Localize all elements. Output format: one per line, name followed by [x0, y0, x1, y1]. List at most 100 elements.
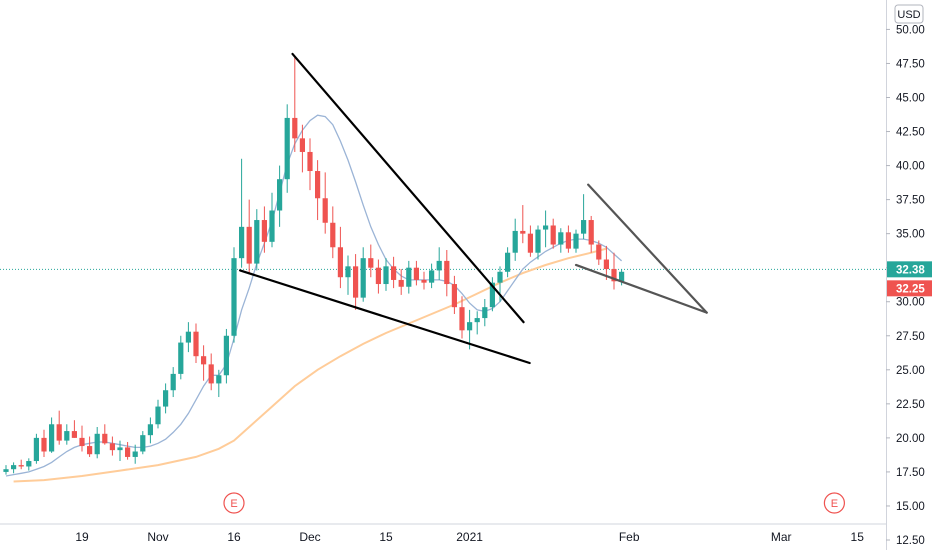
candle[interactable] [109, 436, 115, 456]
candle[interactable] [178, 335, 184, 380]
candle[interactable] [33, 433, 39, 464]
candle[interactable] [398, 269, 404, 295]
candle[interactable] [444, 249, 450, 297]
candle[interactable] [94, 426, 100, 459]
candle[interactable] [421, 271, 427, 290]
candle[interactable] [543, 210, 549, 248]
candle[interactable] [588, 215, 594, 253]
candle[interactable] [18, 459, 24, 470]
candle[interactable] [360, 247, 366, 302]
candle[interactable] [330, 206, 336, 259]
candle[interactable] [611, 252, 617, 290]
candle[interactable] [239, 158, 245, 268]
candle[interactable] [512, 218, 518, 261]
trendline[interactable] [291, 52, 525, 324]
candle-body [56, 424, 62, 441]
candle[interactable] [56, 410, 62, 445]
candle[interactable] [292, 56, 298, 152]
candle-body [79, 437, 85, 447]
candle[interactable] [322, 172, 328, 234]
candle[interactable] [451, 275, 457, 314]
candle-body [565, 232, 571, 249]
earnings-marker-label: E [831, 498, 838, 510]
candle[interactable] [11, 462, 17, 474]
candle[interactable] [71, 420, 77, 438]
candle[interactable] [573, 229, 579, 253]
candle-body [170, 373, 176, 391]
candle[interactable] [315, 160, 321, 221]
candle[interactable] [565, 225, 571, 253]
earnings-marker[interactable]: E [823, 492, 846, 514]
trendline[interactable] [587, 183, 708, 314]
candle[interactable] [353, 254, 359, 310]
candle[interactable] [299, 124, 305, 173]
candle[interactable] [581, 194, 587, 240]
candle[interactable] [375, 259, 381, 294]
candle[interactable] [170, 367, 176, 398]
candle[interactable] [208, 353, 214, 391]
candle-body [353, 266, 359, 298]
candle[interactable] [155, 399, 161, 429]
candle[interactable] [261, 206, 267, 253]
candle[interactable] [489, 277, 495, 312]
candle[interactable] [49, 417, 55, 453]
candle[interactable] [429, 263, 435, 289]
candle[interactable] [269, 192, 275, 248]
candle[interactable] [41, 429, 47, 457]
candle[interactable] [117, 440, 123, 462]
candle[interactable] [550, 218, 556, 249]
candle[interactable] [337, 226, 343, 289]
candle[interactable] [246, 199, 252, 275]
candle[interactable] [147, 417, 153, 444]
candle[interactable] [505, 247, 511, 278]
candle-body [261, 220, 267, 242]
candle[interactable] [185, 322, 191, 353]
candle[interactable] [558, 228, 564, 253]
trendline[interactable] [574, 263, 708, 314]
candle[interactable] [368, 244, 374, 278]
candle[interactable] [383, 258, 389, 291]
candle[interactable] [223, 328, 229, 384]
candle[interactable] [474, 311, 480, 335]
candle[interactable] [596, 240, 602, 265]
candle[interactable] [436, 247, 442, 280]
x-tick-label: 15 [379, 530, 393, 544]
candle[interactable] [87, 436, 93, 457]
candle[interactable] [163, 383, 169, 414]
trendlines-layer[interactable] [238, 52, 708, 365]
candle[interactable] [201, 345, 207, 381]
candle[interactable] [406, 260, 412, 294]
earnings-marker[interactable]: E [223, 492, 245, 514]
candle[interactable] [459, 296, 465, 339]
candle[interactable] [216, 369, 222, 398]
candle[interactable] [140, 431, 146, 455]
candle[interactable] [132, 444, 138, 464]
candle[interactable] [102, 424, 108, 445]
candle[interactable] [284, 104, 290, 193]
candle[interactable] [26, 458, 32, 471]
candle[interactable] [231, 247, 237, 343]
candle[interactable] [277, 165, 283, 227]
candle[interactable] [125, 441, 131, 460]
candles-layer[interactable] [3, 56, 625, 475]
candle[interactable] [603, 245, 609, 280]
candle[interactable] [413, 260, 419, 286]
candle[interactable] [79, 425, 85, 452]
candle[interactable] [345, 255, 351, 295]
x-tick-label: 15 [851, 530, 865, 544]
currency-label[interactable]: USD [894, 4, 924, 24]
trendline[interactable] [238, 269, 531, 365]
candle[interactable] [193, 323, 199, 363]
candle[interactable] [3, 465, 9, 475]
candle[interactable] [482, 299, 488, 327]
candle[interactable] [64, 424, 70, 445]
candle[interactable] [391, 256, 397, 289]
candle[interactable] [535, 225, 541, 260]
candle[interactable] [254, 209, 260, 271]
candle[interactable] [527, 225, 533, 257]
candle[interactable] [307, 138, 313, 191]
candle[interactable] [520, 205, 526, 244]
candle-body [436, 260, 442, 271]
